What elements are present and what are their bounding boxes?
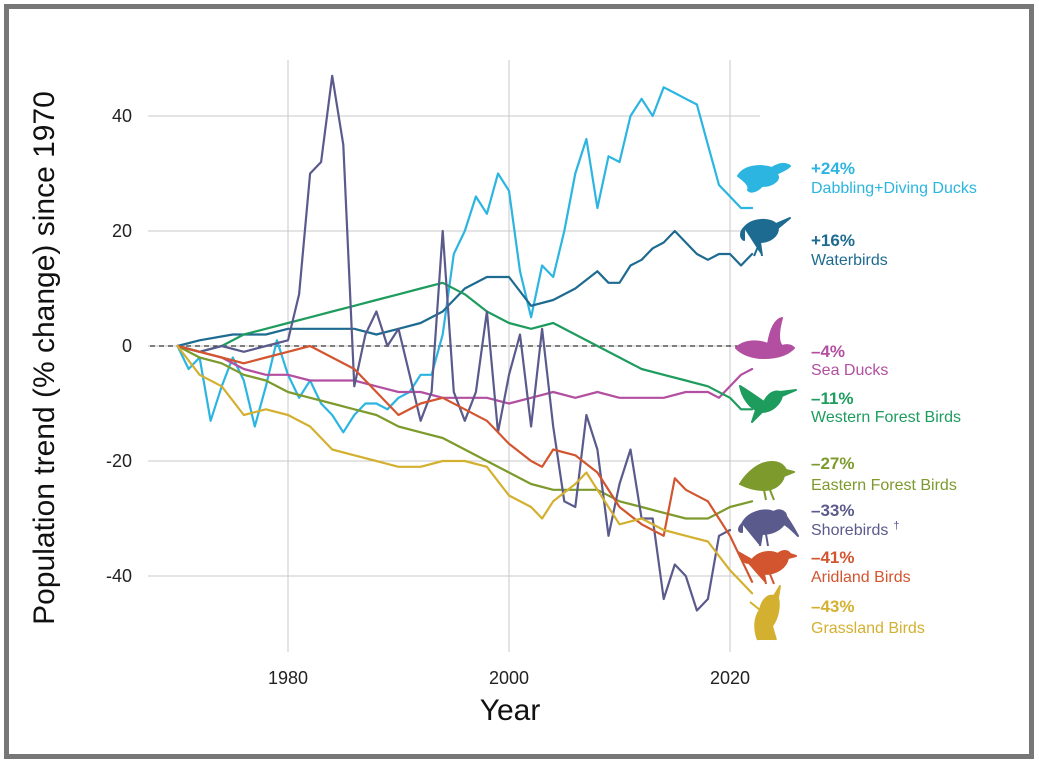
legend-entry-1: +24% Dabbling+Diving Ducks (737, 159, 977, 197)
y-tick-label: 20 (112, 221, 132, 241)
legend-label: Sea Ducks (811, 362, 888, 379)
y-tick-label: -20 (106, 451, 132, 471)
series-line-2 (176, 229, 754, 348)
legend-entry-3: –4%Sea Ducks (735, 317, 888, 379)
y-axis-title: Population trend (% change) since 1970 (28, 91, 61, 625)
series-line-8 (176, 344, 754, 595)
legend-label: Dabbling+Diving Ducks (811, 180, 977, 197)
legend-label: Grassland Birds (811, 620, 925, 637)
x-tick-label: 2020 (710, 668, 750, 688)
legend-change: +24% (811, 159, 855, 178)
legend-label: Eastern Forest Birds (811, 477, 957, 494)
tick-labels: 40 20 0 -20 -40 1980 2000 2020 (106, 106, 750, 688)
legend-change: –11% (811, 389, 854, 408)
x-axis-title: Year (480, 694, 541, 727)
legend-entry-4: –11%Western Forest Birds (739, 385, 961, 426)
flying-sea-duck-icon (735, 317, 795, 359)
legend-entry-8: –43% Grassland Birds (749, 585, 925, 641)
series-line-5 (176, 344, 754, 520)
meadowlark-icon (749, 585, 781, 641)
legend-change: –33% (811, 501, 854, 520)
y-tick-label: 40 (112, 106, 132, 126)
series-lines (176, 74, 754, 612)
legend-label: Western Forest Birds (811, 409, 961, 426)
flying-duck-icon (737, 162, 791, 193)
legend-entry-5: –27% Eastern Forest Birds (739, 454, 957, 501)
legend-change: –27% (811, 454, 854, 473)
legend-entry-6: –33%Shorebirds † (738, 501, 900, 547)
heron-icon (740, 217, 791, 257)
series-line-3 (176, 344, 754, 405)
curlew-icon (738, 509, 799, 547)
x-tick-label: 1980 (268, 668, 308, 688)
thrush-icon (739, 461, 795, 501)
series-line-4 (176, 281, 754, 411)
y-tick-label: 0 (122, 336, 132, 356)
legend-entry-2: +16% Waterbirds (740, 217, 888, 269)
x-tick-label: 2000 (489, 668, 529, 688)
legend-label: Waterbirds (811, 252, 888, 269)
y-tick-label: -40 (106, 566, 132, 586)
legend-label: Aridland Birds (811, 569, 911, 586)
legend-entry-7: –41% Aridland Birds (737, 548, 911, 586)
legend-label: Shorebirds † (811, 520, 900, 539)
legend-change: –43% (811, 597, 854, 616)
cactus-wren-icon (737, 550, 797, 585)
series-line-7 (176, 344, 754, 583)
series-legend: +24% Dabbling+Diving Ducks +16% Waterbirds –… (735, 159, 977, 641)
series-line-6 (176, 74, 732, 612)
chart-frame (4, 4, 1034, 759)
legend-change: –4% (811, 342, 845, 361)
legend-footnote-mark: † (893, 520, 899, 532)
grid (148, 60, 760, 652)
hummingbird-icon (739, 385, 797, 423)
legend-change: –41% (811, 548, 854, 567)
legend-change: +16% (811, 231, 855, 250)
